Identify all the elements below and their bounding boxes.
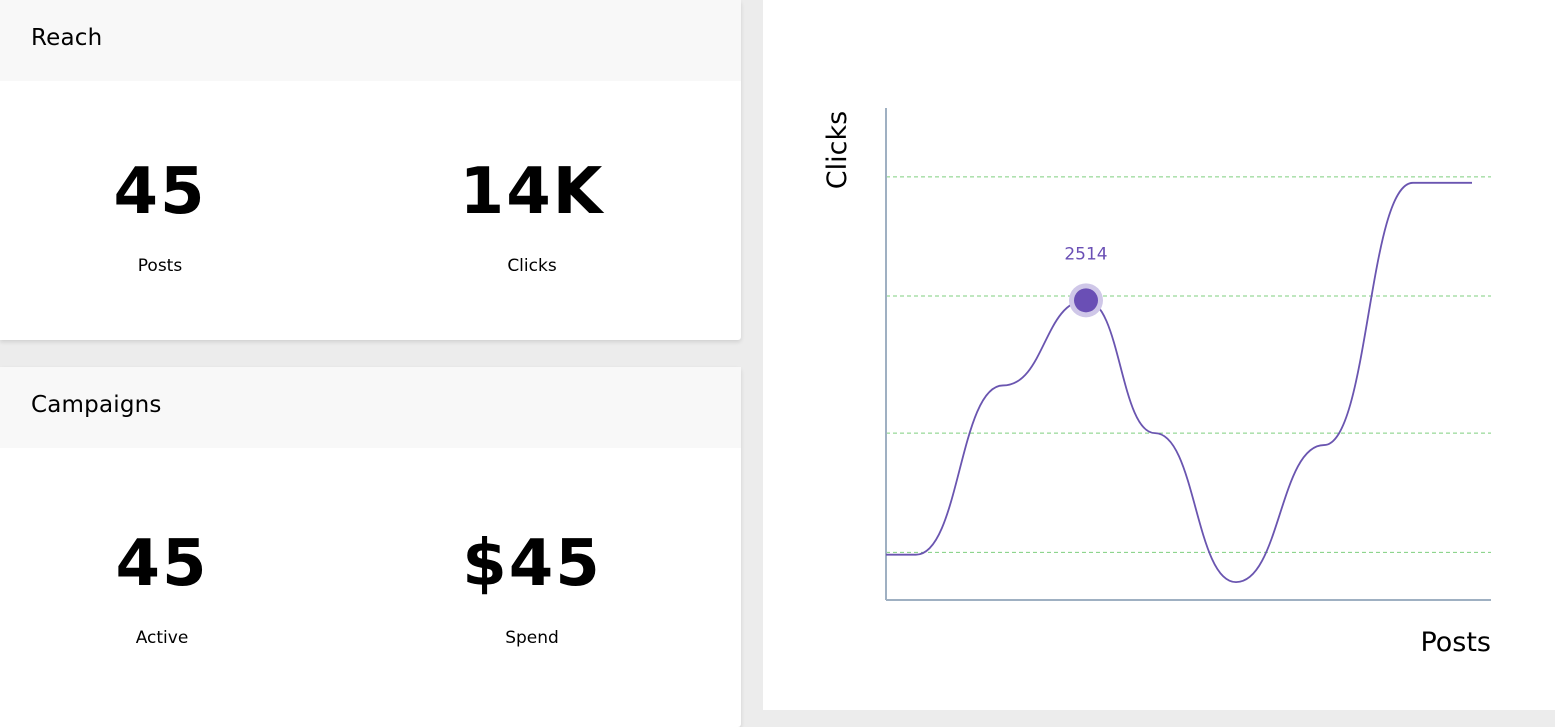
active-stat-value: 45 — [115, 527, 209, 601]
posts-stat-label: Posts — [137, 256, 183, 276]
clicks-stat-label: Clicks — [507, 256, 557, 276]
x-axis-label: Posts — [1420, 627, 1491, 658]
campaigns-card: Campaigns 45 Active $45 Spend — [0, 367, 741, 727]
posts-stat-value: 45 — [113, 155, 207, 229]
campaigns-card-header: Campaigns — [0, 367, 741, 448]
posts-stat: 45 Posts — [40, 160, 280, 276]
clicks-stat-value: 14K — [459, 155, 605, 229]
y-axis-label: Clicks — [822, 111, 853, 189]
reach-card-header: Reach — [0, 0, 741, 81]
clicks-stat: 14K Clicks — [412, 160, 652, 276]
spend-stat-label: Spend — [505, 628, 559, 648]
active-stat: 45 Active — [42, 532, 282, 648]
chart-panel: 2514 Clicks Posts — [763, 0, 1555, 710]
highlight-marker[interactable] — [1074, 288, 1098, 313]
clicks-chart: 2514 Clicks Posts — [822, 108, 1491, 658]
spend-stat: $45 Spend — [412, 532, 652, 648]
chart-grid — [886, 176, 1491, 553]
reach-card-title: Reach — [31, 25, 103, 51]
active-stat-label: Active — [135, 628, 189, 648]
spend-stat-value: $45 — [462, 527, 602, 601]
highlight-value-label: 2514 — [1064, 244, 1107, 264]
campaigns-card-title: Campaigns — [31, 392, 162, 418]
stats-column: Reach 45 Posts 14K Clicks Campaigns 45 A… — [0, 0, 742, 727]
reach-card: Reach 45 Posts 14K Clicks — [0, 0, 741, 340]
series-line — [886, 181, 1472, 584]
